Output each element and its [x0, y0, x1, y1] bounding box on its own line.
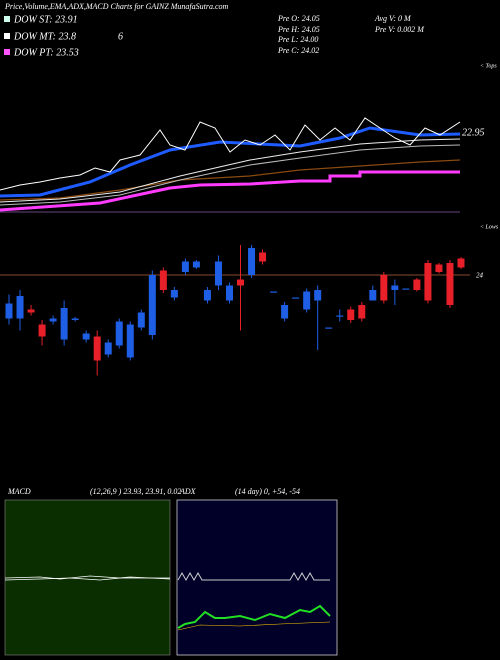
candle-body — [192, 261, 200, 268]
candle-body — [237, 279, 245, 286]
candle-body — [292, 297, 300, 299]
candle-body — [38, 324, 46, 337]
candle-body — [60, 308, 68, 340]
adx-panel — [176, 499, 338, 656]
prev-open: Pre O: 24.05 — [277, 14, 320, 23]
legend-swatch — [4, 49, 10, 55]
candle-body — [104, 342, 112, 355]
candle-body — [126, 324, 134, 358]
candle-body — [137, 312, 145, 328]
legend-swatch — [4, 33, 10, 39]
candle-body — [82, 333, 90, 340]
page-title: Price,Volume,EMA,ADX,MACD Charts for GAI… — [4, 2, 229, 11]
candle-body — [413, 279, 421, 290]
candle-body — [446, 263, 454, 305]
adx-label: ADX — [179, 487, 197, 496]
candle-body — [214, 261, 222, 286]
candle-body — [159, 270, 167, 290]
candle-body — [424, 263, 432, 301]
candle-body — [148, 275, 156, 335]
ema-last: 22.95 — [462, 127, 485, 138]
tops-label: < Tops — [480, 63, 497, 69]
candle-body — [181, 261, 189, 272]
adx-params: (14 day) 0, +54, -54 — [235, 487, 300, 496]
macd-lines — [4, 575, 171, 581]
dow-st: DOW ST: 23.91 — [13, 14, 78, 25]
candles — [5, 245, 465, 376]
candle-body — [380, 275, 388, 301]
candle-body — [336, 315, 344, 317]
candle-body — [402, 288, 410, 290]
prev-low: Pre L: 24.00 — [277, 35, 318, 44]
dow-mt: DOW MT: 23.8 — [13, 31, 76, 42]
prev-close: Pre C: 24.02 — [277, 46, 319, 55]
candle-body — [115, 321, 123, 346]
candle-body — [203, 290, 211, 301]
candle-body — [16, 296, 24, 319]
macd-label: MACD — [7, 487, 31, 496]
candle-body — [314, 290, 322, 301]
dow-mt-extra: 6 — [118, 31, 123, 42]
candle-body — [49, 318, 57, 322]
ema-lines — [0, 117, 461, 213]
candle-body — [303, 291, 311, 310]
price-level-label: 24 — [476, 272, 484, 280]
avg-volume: Avg V: 0 M — [374, 14, 412, 23]
candle-body — [358, 305, 366, 319]
lows-label: < Lows — [480, 224, 499, 230]
candle-body — [93, 336, 101, 361]
candle-body — [270, 291, 278, 293]
candle-body — [5, 303, 13, 319]
dow-pt: DOW PT: 23.53 — [13, 47, 79, 58]
candle-body — [71, 318, 79, 320]
candle-body — [325, 327, 333, 329]
candle-body — [347, 309, 355, 320]
candle-body — [391, 285, 399, 290]
candle-body — [369, 290, 377, 301]
candle-body — [281, 305, 289, 319]
candle-body — [248, 248, 256, 275]
adx-lines — [177, 571, 331, 631]
candle-body — [457, 258, 465, 268]
macd-params: (12,26,9 ) 23.93, 23.91, 0.02 — [90, 487, 181, 496]
prev-high: Pre H: 24.05 — [277, 25, 320, 34]
candle-body — [27, 309, 35, 313]
candle-body — [170, 290, 178, 298]
candle-body — [225, 285, 233, 301]
legend-swatch — [4, 16, 10, 22]
prev-volume: Pre V: 0.002 M — [374, 25, 425, 34]
candle-body — [435, 264, 443, 272]
candle-body — [259, 252, 267, 262]
